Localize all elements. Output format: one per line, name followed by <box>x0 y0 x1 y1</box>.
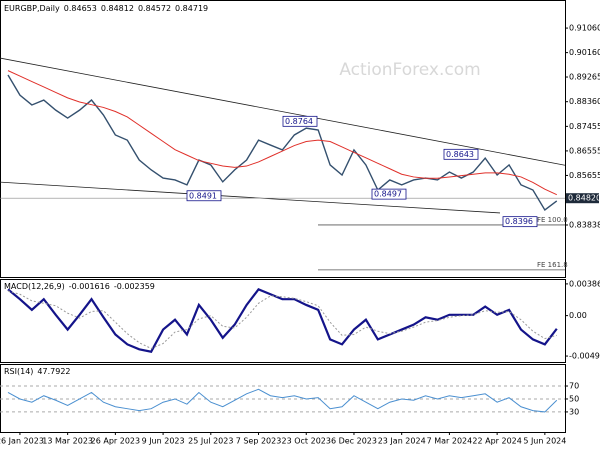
x-tick-label: 5 Jun 2024 <box>523 437 566 446</box>
header-ohlc: 0.84572 <box>138 4 171 13</box>
indicator-name: RSI(14) <box>4 367 33 376</box>
level-box <box>186 190 222 202</box>
panel-frame <box>0 0 566 278</box>
level-box <box>443 148 479 160</box>
series-line <box>7 70 557 196</box>
watermark: ActionForex.com <box>339 60 480 80</box>
series-line <box>7 388 558 413</box>
header-ohlc: 0.84719 <box>175 4 208 13</box>
panel-title: MACD(12,26,9) -0.001616 -0.002359 <box>4 282 155 291</box>
price-label: 0.84820 <box>568 194 600 203</box>
level-box <box>502 216 538 228</box>
y-tick-label: 0.88360 <box>569 97 600 106</box>
level-label: 0.8396 <box>505 217 533 226</box>
x-tick-label: 13 Mar 2023 <box>42 437 93 446</box>
panel-title: RSI(14) 47.7922 <box>4 367 71 376</box>
y-tick-label: 0.89265 <box>569 73 600 82</box>
header: EURGBP,Daily 0.84653 0.84812 0.84572 0.84719 <box>4 4 208 13</box>
x-tick-label: 23 Jan 2024 <box>378 437 426 446</box>
x-tick-label: 7 Sep 2023 <box>236 437 282 446</box>
level-box <box>282 115 318 127</box>
x-tick-label: 23 Oct 2023 <box>282 437 331 446</box>
series-line <box>7 288 558 353</box>
trendline <box>0 57 566 166</box>
indicator-reading: -0.002359 <box>114 282 155 291</box>
y-tick-label: 30 <box>569 407 579 416</box>
y-tick-label: 0.86555 <box>569 146 600 155</box>
header-ohlc: 0.84653 <box>64 4 97 13</box>
indicator-reading: -0.001616 <box>69 282 110 291</box>
y-tick-label: 0.87455 <box>569 122 600 131</box>
fibo-label: FE 100.0 <box>537 216 568 224</box>
price-box <box>566 193 599 204</box>
panel-frame <box>0 279 566 363</box>
x-tick-label: 26 Jan 2023 <box>0 437 44 446</box>
x-tick-label: 22 Apr 2024 <box>472 437 521 446</box>
x-tick-label: 25 Jul 2023 <box>188 437 233 446</box>
y-tick-label: 50 <box>569 394 579 403</box>
y-tick-label: -0.004926 <box>569 352 600 361</box>
x-tick-label: 9 Jun 2023 <box>142 437 185 446</box>
level-box <box>371 188 407 200</box>
y-tick-label: 0.91060 <box>569 24 600 33</box>
indicator-reading: 47.7922 <box>37 367 70 376</box>
y-tick-label: 0.90160 <box>569 48 600 57</box>
level-label: 0.8497 <box>374 190 402 199</box>
trendline <box>0 181 501 214</box>
x-tick-label: 6 Dec 2023 <box>331 437 377 446</box>
series-line <box>7 74 558 211</box>
y-tick-label: 0.003863 <box>569 279 600 288</box>
fibo-label: FE 161.8 <box>537 261 568 269</box>
y-tick-label: 0.85655 <box>569 171 600 180</box>
level-label: 0.8491 <box>189 191 217 200</box>
level-label: 0.8643 <box>446 150 474 159</box>
header-title: EURGBP,Daily <box>4 4 60 13</box>
indicator-name: MACD(12,26,9) <box>4 282 65 291</box>
y-tick-label: 0.00 <box>569 311 587 320</box>
y-tick-label: 70 <box>569 382 579 391</box>
y-tick-label: 0.83838 <box>569 220 600 229</box>
x-tick-label: 7 Mar 2024 <box>427 437 473 446</box>
x-tick-label: 26 Apr 2023 <box>91 437 140 446</box>
level-label: 0.8764 <box>285 117 313 126</box>
header-ohlc: 0.84812 <box>101 4 134 13</box>
